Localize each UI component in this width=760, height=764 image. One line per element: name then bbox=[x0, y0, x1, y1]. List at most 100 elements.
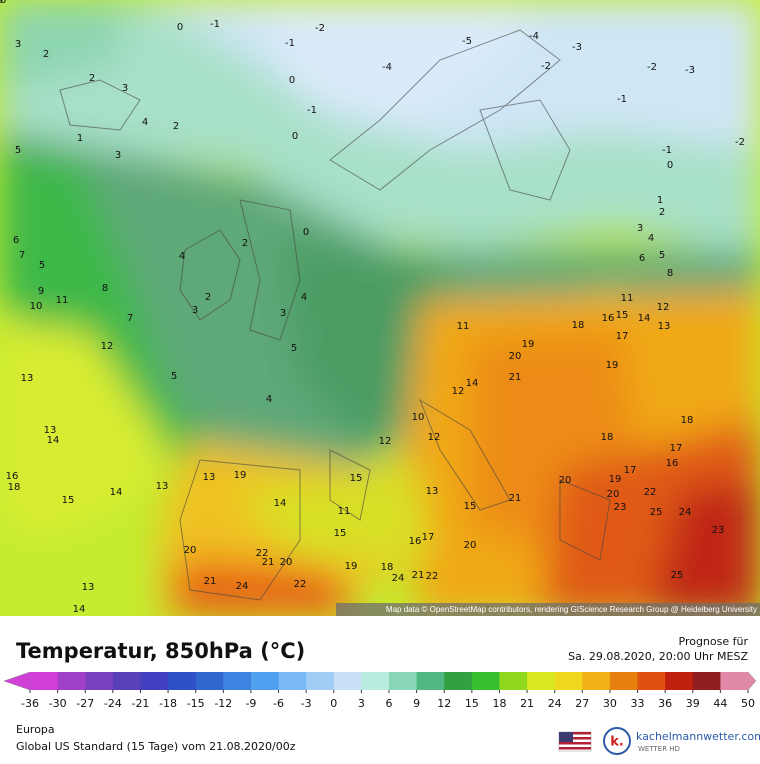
temperature-label: -1 bbox=[210, 19, 220, 30]
temperature-label: 4 bbox=[301, 292, 307, 303]
temperature-label: 12 bbox=[101, 341, 114, 352]
temperature-label: 6 bbox=[639, 253, 645, 264]
temperature-label: 0 bbox=[177, 22, 183, 33]
colorbar-segment bbox=[416, 672, 445, 690]
temperature-label: 17 bbox=[624, 465, 637, 476]
temperature-label: 5 bbox=[15, 145, 21, 156]
temperature-label: 20 bbox=[559, 475, 572, 486]
temperature-label: 14 bbox=[110, 487, 123, 498]
temperature-label: 4 bbox=[142, 117, 148, 128]
temperature-label: 3 bbox=[280, 308, 286, 319]
temperature-label: 24 bbox=[392, 573, 405, 584]
colorbar-tick-label: -6 bbox=[273, 697, 284, 710]
temperature-label: 14 bbox=[47, 435, 60, 446]
colorbar-tick-label: 39 bbox=[686, 697, 700, 710]
colorbar-tick-label: -24 bbox=[104, 697, 122, 710]
temperature-label: 12 bbox=[428, 432, 441, 443]
colorbar-tick-label: -3 bbox=[301, 697, 312, 710]
temperature-label: 5 bbox=[659, 250, 665, 261]
temperature-label: 10 bbox=[0, 0, 6, 6]
temperature-label: 25 bbox=[650, 507, 663, 518]
colorbar-segment bbox=[250, 672, 280, 690]
temperature-label: 21 bbox=[509, 493, 522, 504]
temperature-label: -3 bbox=[572, 42, 582, 53]
temperature-label: 1 bbox=[77, 133, 83, 144]
temperature-label: 3 bbox=[115, 150, 121, 161]
temperature-label: 25 bbox=[671, 570, 684, 581]
temperature-label: 5 bbox=[291, 343, 297, 354]
temperature-label: 18 bbox=[381, 562, 394, 573]
colorbar-tick-label: -18 bbox=[159, 697, 177, 710]
temperature-label: 17 bbox=[422, 532, 435, 543]
temperature-label: 4 bbox=[179, 251, 185, 262]
region: Europa bbox=[16, 723, 55, 736]
colorbar-tick-label: -36 bbox=[21, 697, 39, 710]
forecast-time: Sa. 29.08.2020, 20:00 Uhr MESZ bbox=[568, 650, 748, 663]
temperature-label: 12 bbox=[657, 302, 670, 313]
temperature-label: 24 bbox=[679, 507, 692, 518]
temperature-label: 11 bbox=[338, 506, 351, 517]
temperature-label: -5 bbox=[462, 36, 472, 47]
temperature-label: 12 bbox=[379, 436, 392, 447]
colorbar-tick-label: -27 bbox=[76, 697, 94, 710]
temperature-label: -2 bbox=[315, 23, 325, 34]
logo[interactable] bbox=[603, 727, 631, 755]
temperature-label: 16 bbox=[6, 471, 19, 482]
colorbar-tick-label: 36 bbox=[658, 697, 672, 710]
colorbar-segment bbox=[306, 672, 335, 690]
colorbar-segment bbox=[389, 672, 418, 690]
colorbar-segment bbox=[195, 672, 224, 690]
temperature-label: 18 bbox=[572, 320, 585, 331]
temperature-label: 8 bbox=[667, 268, 673, 279]
temperature-label: 15 bbox=[350, 473, 363, 484]
colorbar-tick-label: 3 bbox=[358, 697, 365, 710]
colorbar-segment bbox=[85, 672, 114, 690]
coastlines bbox=[59, 29, 611, 601]
temperature-label: 0 bbox=[289, 75, 295, 86]
temperature-label: 20 bbox=[184, 545, 197, 556]
temperature-label: -1 bbox=[617, 94, 627, 105]
colorbar-tick-label: 50 bbox=[741, 697, 755, 710]
temperature-label: 15 bbox=[62, 495, 75, 506]
colorbar-tick-label: 15 bbox=[465, 697, 479, 710]
forecast-label: Prognose für bbox=[679, 635, 749, 648]
brand[interactable]: kachelmannwetter.com bbox=[636, 730, 760, 743]
temperature-label: 13 bbox=[156, 481, 169, 492]
temperature-label: 9 bbox=[0, 0, 3, 6]
temperature-label: 4 bbox=[648, 233, 654, 244]
temperature-label: 22 bbox=[256, 548, 269, 559]
temperature-label: 3 bbox=[192, 305, 198, 316]
temperature-label: 2 bbox=[205, 292, 211, 303]
temperature-label: 19 bbox=[234, 470, 247, 481]
temperature-label: 13 bbox=[44, 425, 57, 436]
temperature-label: 19 bbox=[522, 339, 535, 350]
title: Temperatur, 850hPa (°C) bbox=[16, 639, 305, 663]
temperature-label: 18 bbox=[681, 415, 694, 426]
temperature-label: 0 bbox=[292, 131, 298, 142]
temperature-label: 14 bbox=[274, 498, 287, 509]
temperature-label: 4 bbox=[266, 394, 272, 405]
temperature-label: 20 bbox=[464, 540, 477, 551]
colorbar-segment bbox=[112, 672, 141, 690]
colorbar-segment bbox=[692, 672, 721, 690]
colorbar-tick-label: 33 bbox=[631, 697, 645, 710]
temperature-label: 10 bbox=[30, 301, 43, 312]
colorbar-tick-label: -30 bbox=[49, 697, 67, 710]
colorbar-tick-label: -12 bbox=[214, 697, 232, 710]
temperature-label: 18 bbox=[8, 482, 21, 493]
temperature-label: 7 bbox=[19, 250, 25, 261]
temperature-label: 20 bbox=[509, 351, 522, 362]
temperature-label: 14 bbox=[466, 378, 479, 389]
temperature-label: 5 bbox=[39, 260, 45, 271]
temperature-label: 2 bbox=[173, 121, 179, 132]
colorbar-tick-label: 18 bbox=[492, 697, 506, 710]
temperature-label: -4 bbox=[382, 62, 392, 73]
temperature-label: 17 bbox=[670, 443, 683, 454]
model-info: Global US Standard (15 Tage) vom 21.08.2… bbox=[16, 740, 296, 753]
temperature-label: 11 bbox=[621, 293, 634, 304]
colorbar-tick-label: 9 bbox=[413, 697, 420, 710]
colorbar-tick-label: 24 bbox=[548, 697, 562, 710]
temperature-label: 0 bbox=[303, 227, 309, 238]
colorbar-segment bbox=[168, 672, 197, 690]
